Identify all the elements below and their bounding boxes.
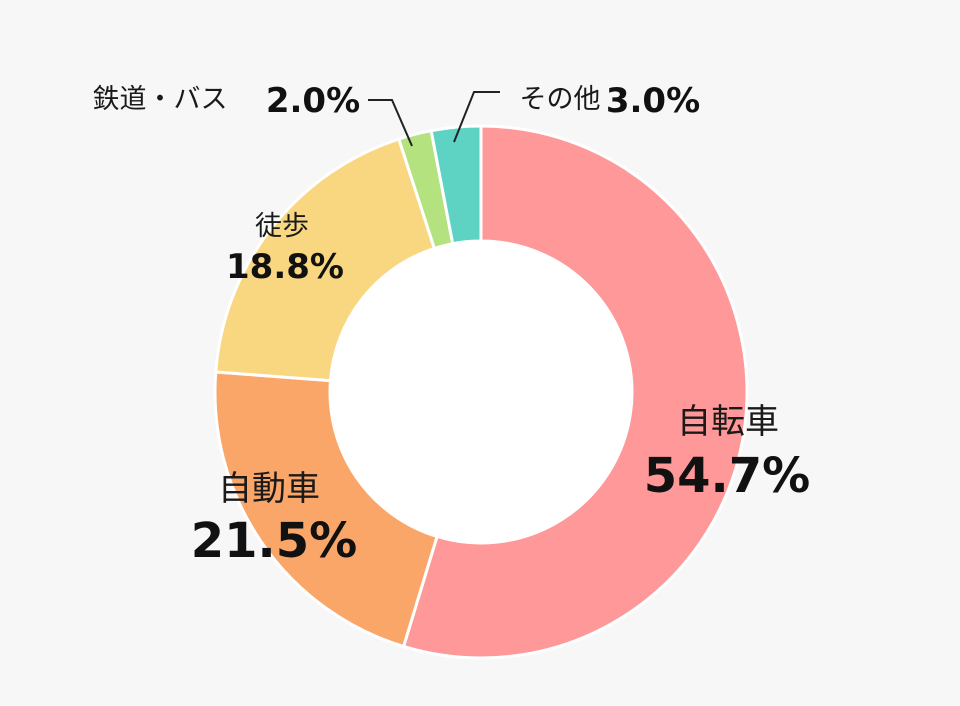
- label-bicycle-name: 自転車: [677, 402, 779, 442]
- label-walk-name: 徒歩: [255, 211, 309, 242]
- label-other-name: その他: [520, 84, 601, 115]
- leader-line-other: [453, 91, 500, 143]
- label-rail-bus-name: 鉄道・バス: [93, 84, 228, 115]
- label-bicycle-value: 54.7%: [644, 448, 811, 504]
- leader-line-rail-bus: [368, 99, 413, 147]
- label-car-value: 21.5%: [191, 513, 358, 569]
- slice-walk: [214, 137, 437, 383]
- donut-hole: [330, 241, 632, 543]
- label-rail-bus-value: 2.0%: [266, 81, 360, 121]
- label-walk-value: 18.8%: [226, 247, 344, 287]
- label-car-name: 自動車: [218, 469, 320, 509]
- label-other-value: 3.0%: [606, 81, 700, 121]
- donut-slices: [213, 124, 749, 660]
